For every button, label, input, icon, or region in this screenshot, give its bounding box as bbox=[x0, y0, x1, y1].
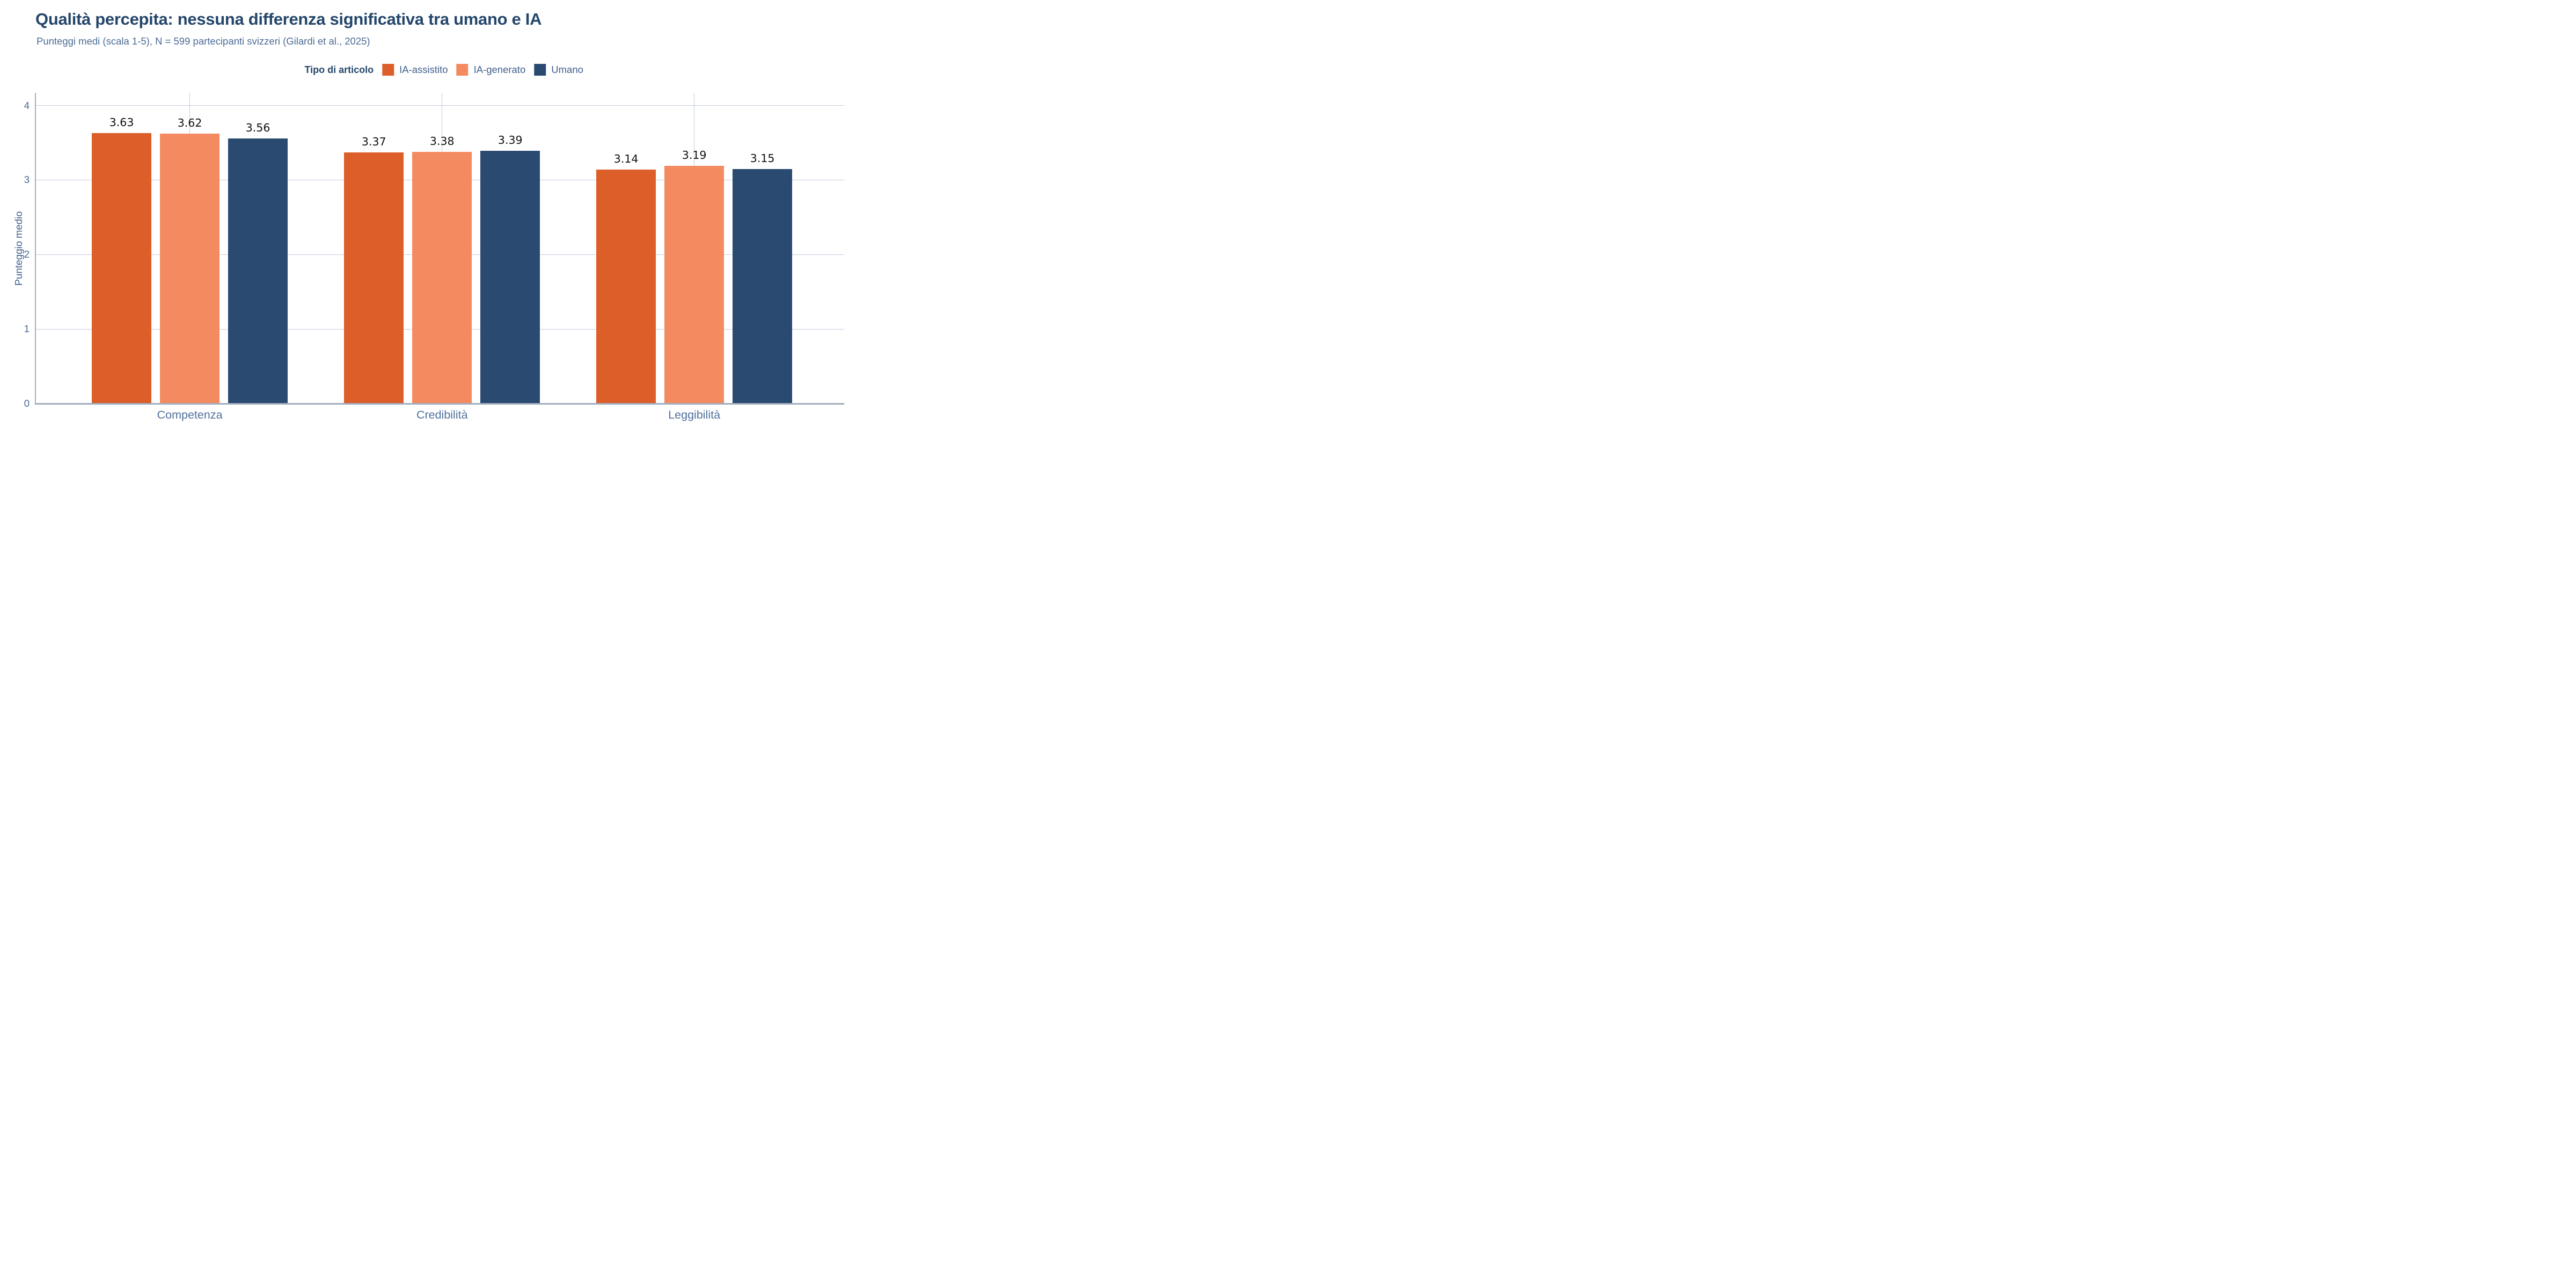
legend-item-umano[interactable]: Umano bbox=[534, 64, 583, 76]
bar bbox=[733, 169, 793, 404]
x-axis-label: Credibilità bbox=[416, 408, 468, 421]
bar-group: 3.14 3.19 3.15 Leggibilità bbox=[596, 93, 793, 421]
legend-label: IA-assistito bbox=[399, 64, 448, 75]
legend-swatch-ia-assistito bbox=[382, 64, 394, 76]
y-tick-label: 4 bbox=[24, 99, 30, 111]
bar-value-label: 3.62 bbox=[177, 116, 202, 130]
bar-value-label: 3.39 bbox=[497, 134, 523, 147]
legend-item-ia-generato[interactable]: IA-generato bbox=[456, 64, 526, 76]
bar-value-label: 3.19 bbox=[682, 149, 707, 162]
bar-value-label: 3.56 bbox=[245, 121, 270, 134]
plot-area: Punteggio medio 0 1 2 3 4 3.63 3.62 3.56 Compete… bbox=[13, 93, 844, 421]
legend: Tipo di articolo IA-assistito IA-generat… bbox=[304, 64, 583, 76]
chart-title: Qualità percepita: nessuna differenza si… bbox=[35, 10, 542, 28]
chart-figure: Qualità percepita: nessuna differenza si… bbox=[0, 0, 859, 429]
y-tick-label: 2 bbox=[24, 248, 30, 260]
bar-group: 3.37 3.38 3.39 Credibilità bbox=[344, 93, 540, 421]
x-axis-label: Leggibilità bbox=[668, 408, 721, 421]
bar-value-label: 3.63 bbox=[109, 115, 134, 129]
y-tick-label: 0 bbox=[24, 398, 30, 409]
legend-title: Tipo di articolo bbox=[304, 64, 374, 75]
bar bbox=[412, 151, 472, 404]
y-tick-label: 1 bbox=[24, 323, 30, 335]
bar bbox=[92, 133, 152, 404]
legend-swatch-ia-generato bbox=[456, 64, 469, 76]
y-tick-label: 3 bbox=[24, 174, 30, 186]
bar-value-label: 3.15 bbox=[750, 151, 775, 165]
legend-label: IA-generato bbox=[473, 64, 526, 75]
bar-group: 3.63 3.62 3.56 Competenza bbox=[92, 93, 288, 421]
bar bbox=[160, 134, 220, 404]
x-axis-label: Competenza bbox=[157, 408, 223, 421]
bar bbox=[228, 138, 288, 404]
legend-label: Umano bbox=[551, 64, 583, 75]
bar bbox=[596, 170, 656, 404]
legend-swatch-umano bbox=[534, 64, 546, 76]
bar bbox=[664, 166, 724, 404]
bar bbox=[480, 151, 540, 404]
bar-value-label: 3.37 bbox=[361, 135, 386, 149]
bar bbox=[344, 152, 404, 404]
y-axis-line bbox=[35, 93, 36, 404]
bar-value-label: 3.38 bbox=[429, 134, 455, 148]
legend-item-ia-assistito[interactable]: IA-assistito bbox=[382, 64, 448, 76]
bar-value-label: 3.14 bbox=[613, 152, 639, 166]
x-axis-line bbox=[35, 403, 844, 405]
gridline-h bbox=[36, 105, 844, 106]
chart-subtitle: Punteggi medi (scala 1-5), N = 599 parte… bbox=[36, 35, 370, 47]
